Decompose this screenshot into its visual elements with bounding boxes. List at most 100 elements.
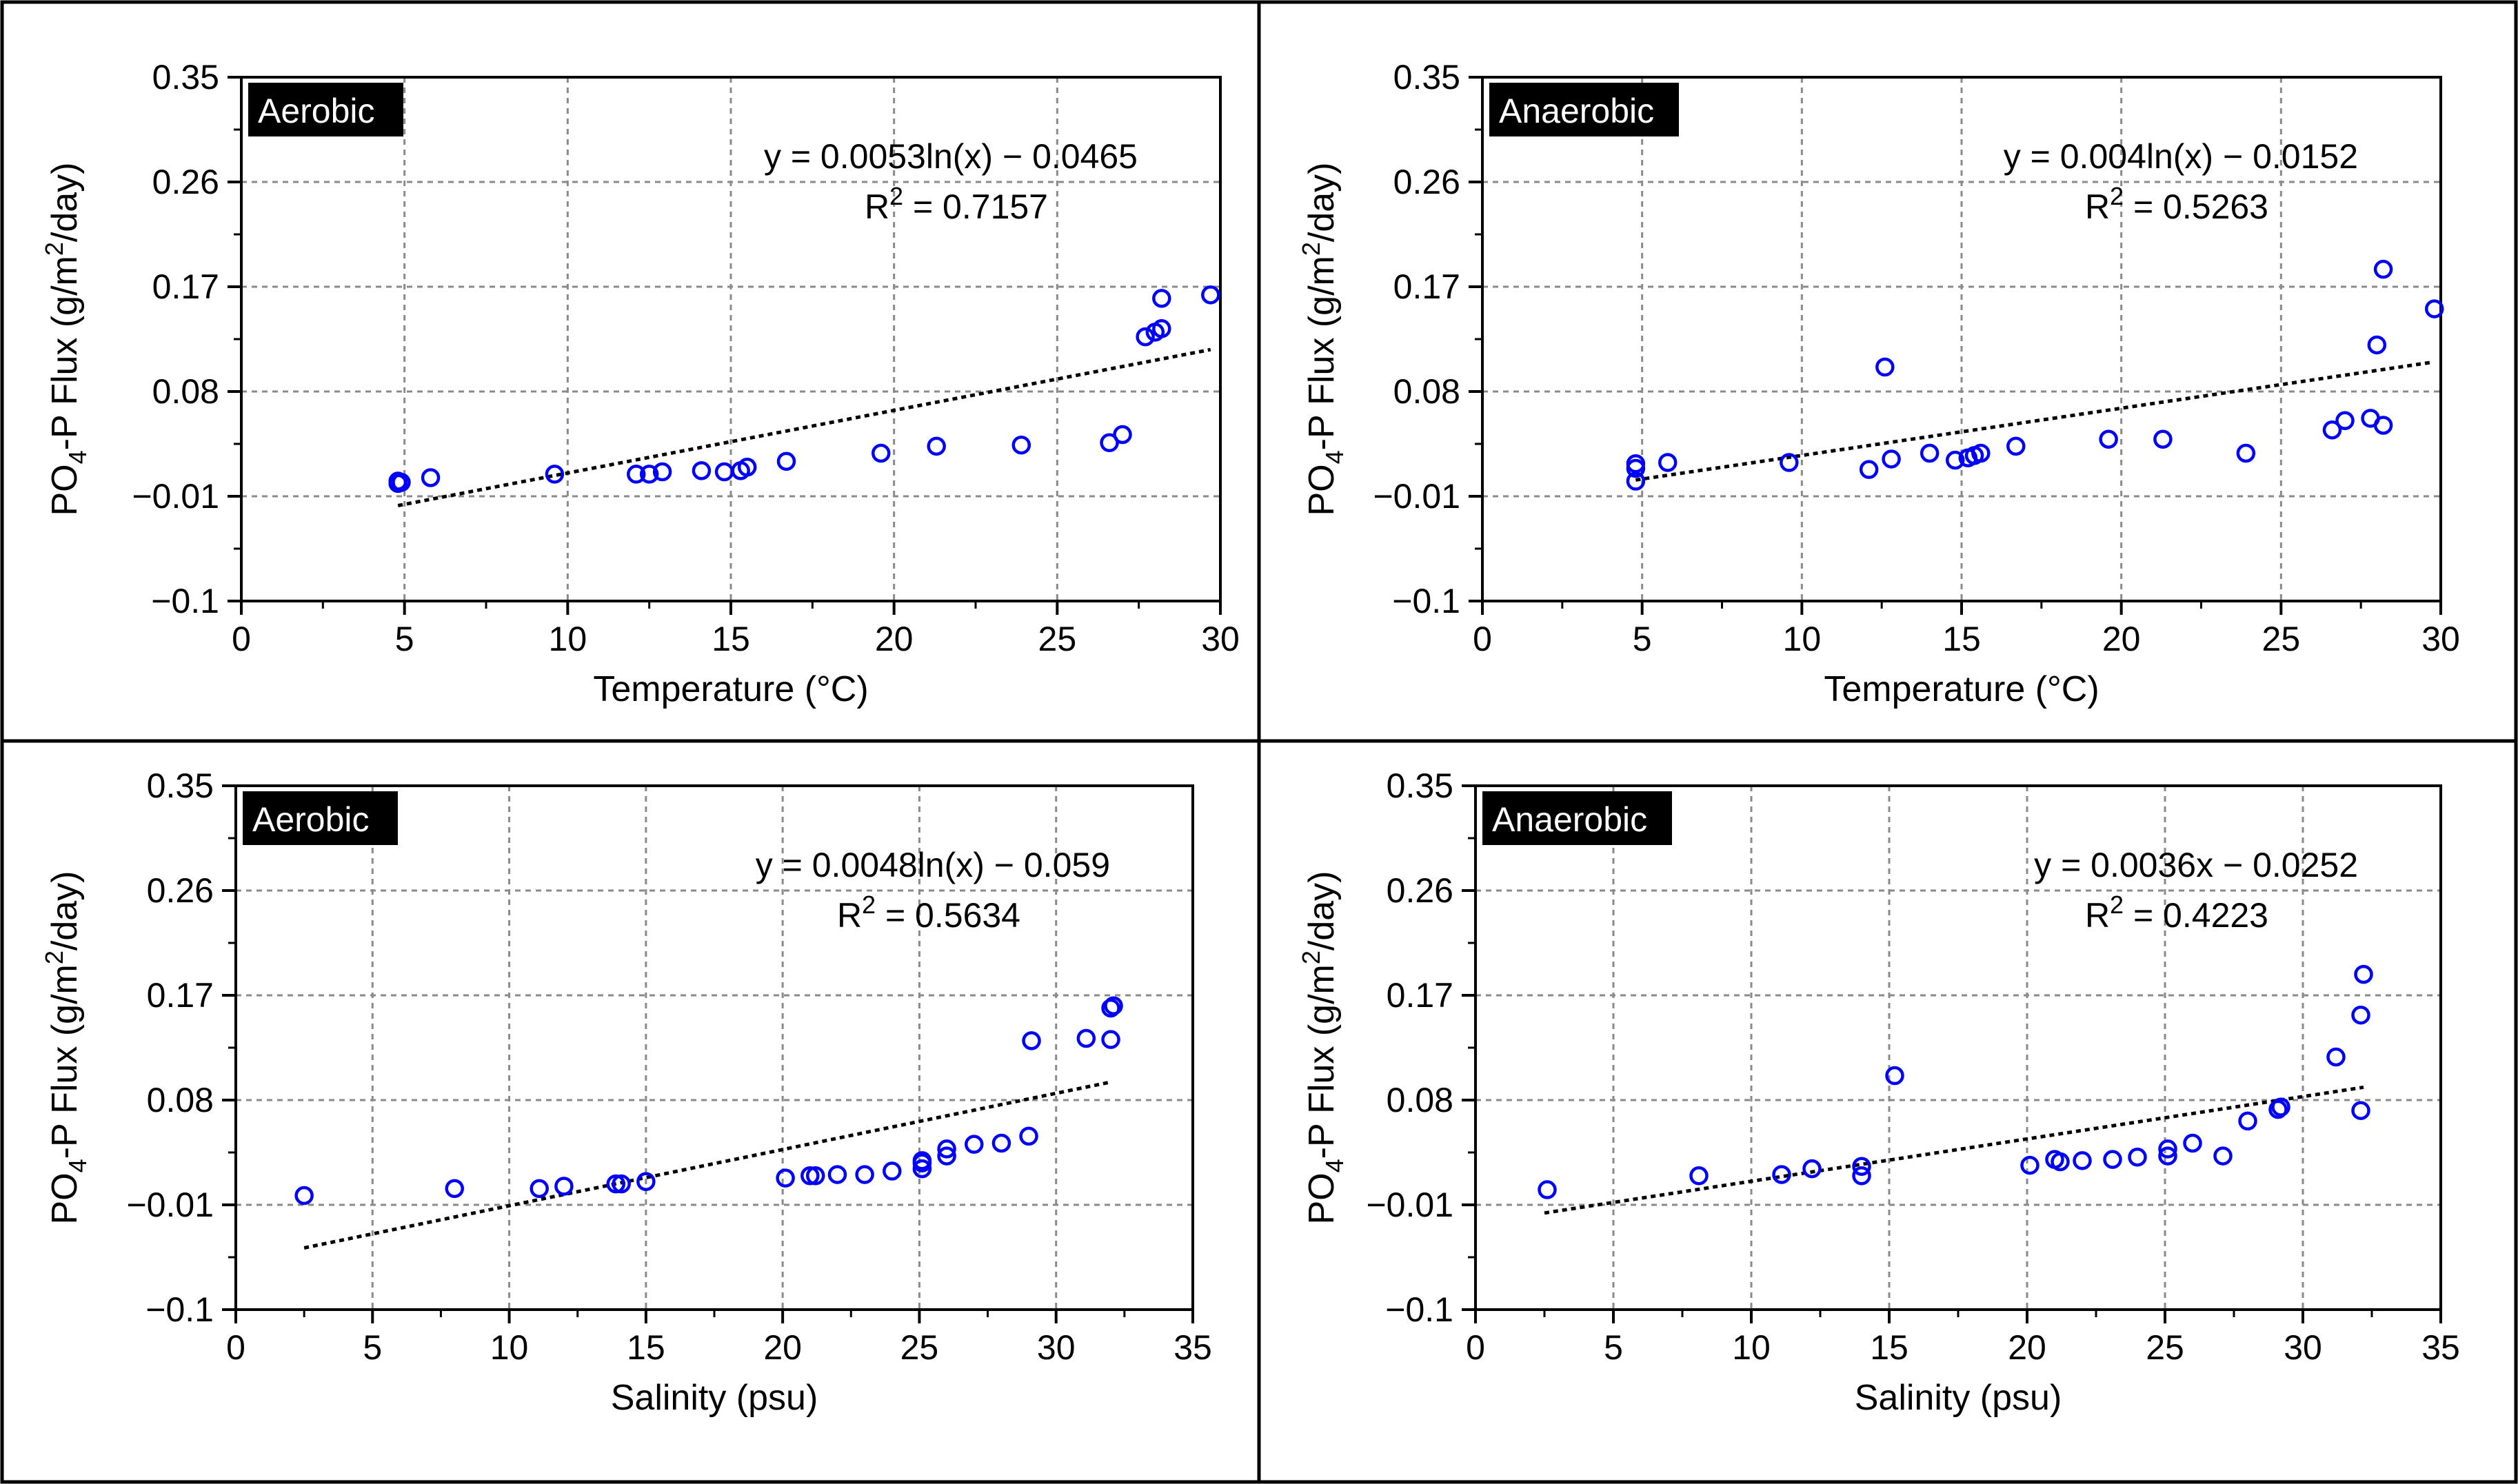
data-point: [2128, 1148, 2147, 1167]
data-point: [1626, 471, 1646, 491]
data-point: [2020, 1155, 2039, 1175]
panel-sal-anaerobic: 0 5 10 15 20 25 30 35 −0.1 −0.01 0.08 0.17 0.26 0.35 S…: [1297, 766, 2460, 1418]
data-point: [2354, 964, 2373, 984]
condition-label: Aerobic: [252, 800, 370, 839]
data-point: [606, 1174, 625, 1194]
data-point: [545, 465, 565, 484]
data-point: [612, 1174, 631, 1194]
r-squared: R2 = 0.5263: [2085, 182, 2268, 226]
data-point: [1136, 327, 1155, 347]
data-point: [1538, 1180, 1557, 1199]
condition-badge: [1489, 83, 1679, 136]
data-point: [2183, 1133, 2202, 1153]
x-tick-label: 10: [1732, 1328, 1771, 1367]
data-point: [1113, 425, 1132, 445]
y-tick-label: 0.26: [1393, 163, 1460, 201]
data-point: [2006, 436, 2026, 456]
data-point: [1859, 460, 1879, 479]
x-tick-label: 25: [2262, 620, 2301, 658]
data-point: [1101, 998, 1120, 1018]
data-point: [1100, 433, 1119, 453]
x-tick-label: 0: [232, 620, 251, 658]
data-point: [554, 1177, 574, 1196]
x-axis-title: Salinity (psu): [611, 1378, 818, 1418]
data-point: [1076, 1028, 1096, 1048]
x-tick-label: 15: [627, 1328, 665, 1367]
data-point: [827, 1165, 847, 1184]
data-point: [776, 451, 796, 471]
data-point: [2236, 443, 2256, 463]
y-tick-label: 0.35: [1387, 766, 1453, 805]
y-axis-title: PO4-P Flux (g/m2/day): [40, 162, 92, 516]
data-point: [294, 1186, 314, 1206]
x-tick-label: 15: [712, 620, 750, 658]
data-point: [2213, 1146, 2233, 1166]
data-point: [1945, 450, 1965, 470]
condition-label: Anaerobic: [1492, 800, 1647, 839]
data-point: [421, 468, 441, 487]
y-tick-label: 0.17: [147, 976, 214, 1015]
trend-equation: y = 0.0036x − 0.0252: [2034, 846, 2358, 884]
x-axis-title: Salinity (psu): [1855, 1378, 2062, 1418]
x-tick-label: 10: [1783, 620, 1822, 658]
data-point: [652, 462, 672, 482]
y-tick-label: 0.17: [1393, 267, 1460, 306]
x-tick-label: 20: [875, 620, 914, 658]
y-tick-label: −0.1: [1385, 1290, 1453, 1329]
data-point: [392, 472, 411, 492]
gridlines: [1475, 786, 2441, 1310]
condition-badge: [1482, 791, 1672, 845]
data-point: [1626, 454, 1646, 474]
condition-label: Anaerobic: [1499, 92, 1654, 130]
trend-equation: y = 0.004ln(x) − 0.0152: [2004, 137, 2358, 176]
data-point: [2326, 1047, 2346, 1067]
data-point: [2158, 1146, 2177, 1166]
x-tick-label: 25: [2146, 1328, 2184, 1367]
x-tick-label: 30: [1037, 1328, 1076, 1367]
condition-label: Aerobic: [258, 92, 375, 130]
x-tick-label: 30: [2421, 620, 2460, 658]
data-point: [964, 1135, 984, 1154]
data-point: [2238, 1111, 2257, 1131]
gridlines: [236, 786, 1193, 1310]
data-point: [1201, 285, 1220, 305]
trend-equation: y = 0.0053ln(x) − 0.0465: [764, 137, 1138, 176]
y-axis-title: PO4-P Flux (g/m2/day): [1297, 871, 1349, 1224]
data-point: [883, 1161, 902, 1181]
data-point: [639, 465, 659, 484]
data-point: [692, 461, 712, 480]
data-point: [937, 1139, 956, 1159]
x-tick-label: 35: [1174, 1328, 1212, 1367]
data-point: [1101, 1030, 1120, 1049]
x-tick-label: 20: [763, 1328, 802, 1367]
data-point: [912, 1151, 932, 1170]
x-tick-label: 5: [363, 1328, 382, 1367]
x-axis-title: Temperature (°C): [1824, 669, 2099, 709]
y-tick-label: −0.01: [132, 477, 219, 516]
data-point: [1689, 1166, 1709, 1186]
data-point: [1104, 996, 1123, 1015]
y-tick-label: 0.08: [152, 372, 219, 411]
data-point: [636, 1172, 656, 1191]
x-tick-label: 20: [2102, 620, 2141, 658]
data-point: [2322, 420, 2342, 440]
y-tick-label: 0.08: [1393, 372, 1460, 411]
gridlines: [1482, 77, 2441, 601]
trend-line: [1544, 1085, 2364, 1215]
data-point: [1882, 449, 1901, 469]
gridlines: [241, 77, 1220, 601]
data-point: [445, 1179, 465, 1199]
data-point: [1852, 1166, 1871, 1186]
data-point: [737, 458, 757, 477]
x-tick-label: 15: [1942, 620, 1981, 658]
data-point: [2424, 299, 2444, 318]
data-point: [2158, 1139, 2177, 1159]
x-tick-label: 5: [1633, 620, 1652, 658]
data-point: [937, 1146, 956, 1166]
data-point: [912, 1159, 932, 1179]
data-point: [1772, 1165, 1791, 1184]
data-point: [2373, 259, 2393, 279]
x-tick-label: 5: [395, 620, 414, 658]
panel-temp-anaerobic: 0 5 10 15 20 25 30 −0.1 −0.01 0.08 0.17 0.26 0.35 Tem…: [1297, 58, 2460, 709]
data-point: [2373, 416, 2393, 435]
